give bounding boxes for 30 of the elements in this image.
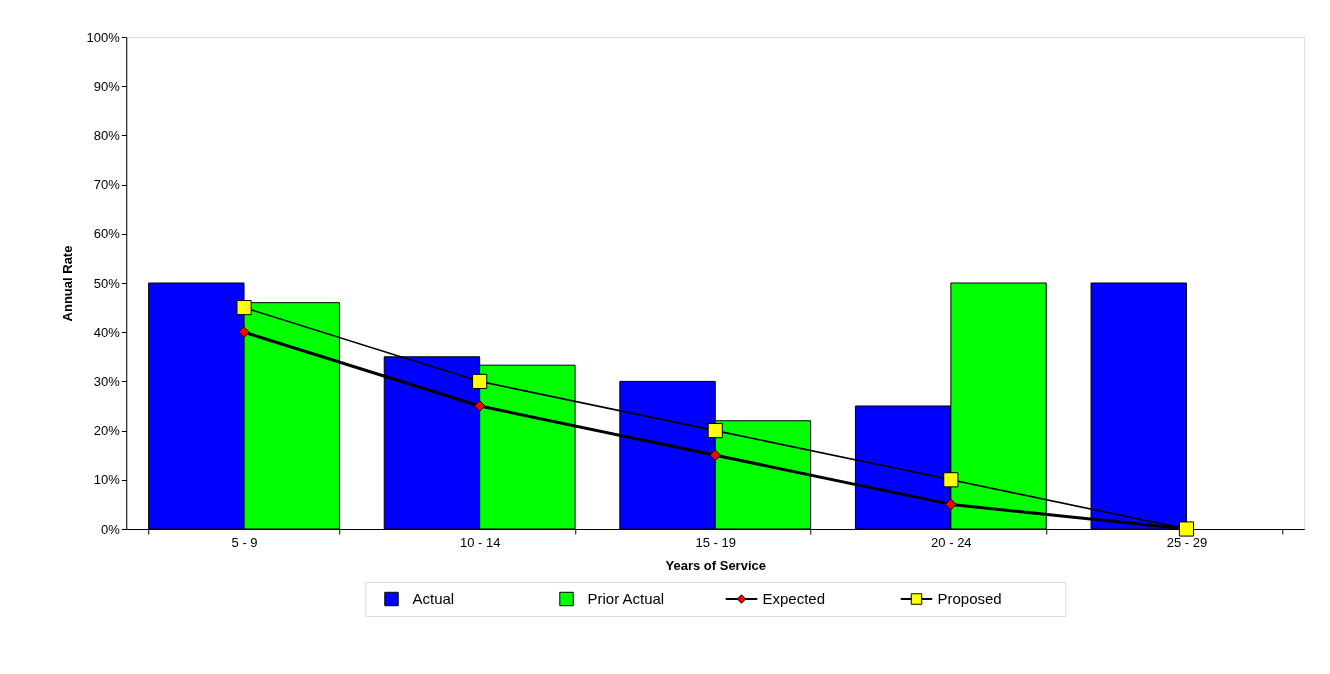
legend-label: Expected [762, 590, 826, 607]
y-tick-label: 40% [93, 324, 121, 340]
point [236, 300, 252, 316]
point [238, 326, 250, 338]
y-tick-label: 100% [86, 29, 121, 45]
legend-label: Actual [412, 590, 455, 607]
y-tick-label: 80% [93, 127, 121, 143]
legend-label: Prior Actual [587, 590, 665, 607]
y-tick-label: 60% [93, 226, 121, 242]
x-tick-label: 5 - 9 [231, 534, 258, 550]
y-tick-label: 10% [93, 472, 121, 488]
point [707, 423, 723, 439]
x-tick-label: 25 - 29 [1166, 534, 1208, 550]
x-tick-label: 10 - 14 [459, 534, 501, 550]
point [472, 373, 488, 389]
y-tick-label: 30% [93, 373, 121, 389]
x-axis-title: Years of Service [665, 557, 766, 573]
y-tick-label: 50% [93, 275, 121, 291]
y-tick-label: 0% [100, 521, 121, 537]
x-tick-label: 15 - 19 [695, 534, 736, 550]
x-tick-label: 20 - 24 [931, 534, 972, 550]
point [709, 449, 721, 461]
point [473, 400, 486, 412]
y-tick-label: 70% [93, 177, 121, 193]
y-tick-label: 20% [93, 423, 121, 439]
point [943, 472, 959, 488]
y-axis-title: Annual Rate [59, 245, 75, 322]
point [945, 498, 957, 511]
legend-label: Proposed [937, 590, 1002, 607]
y-tick-label: 90% [93, 78, 121, 94]
